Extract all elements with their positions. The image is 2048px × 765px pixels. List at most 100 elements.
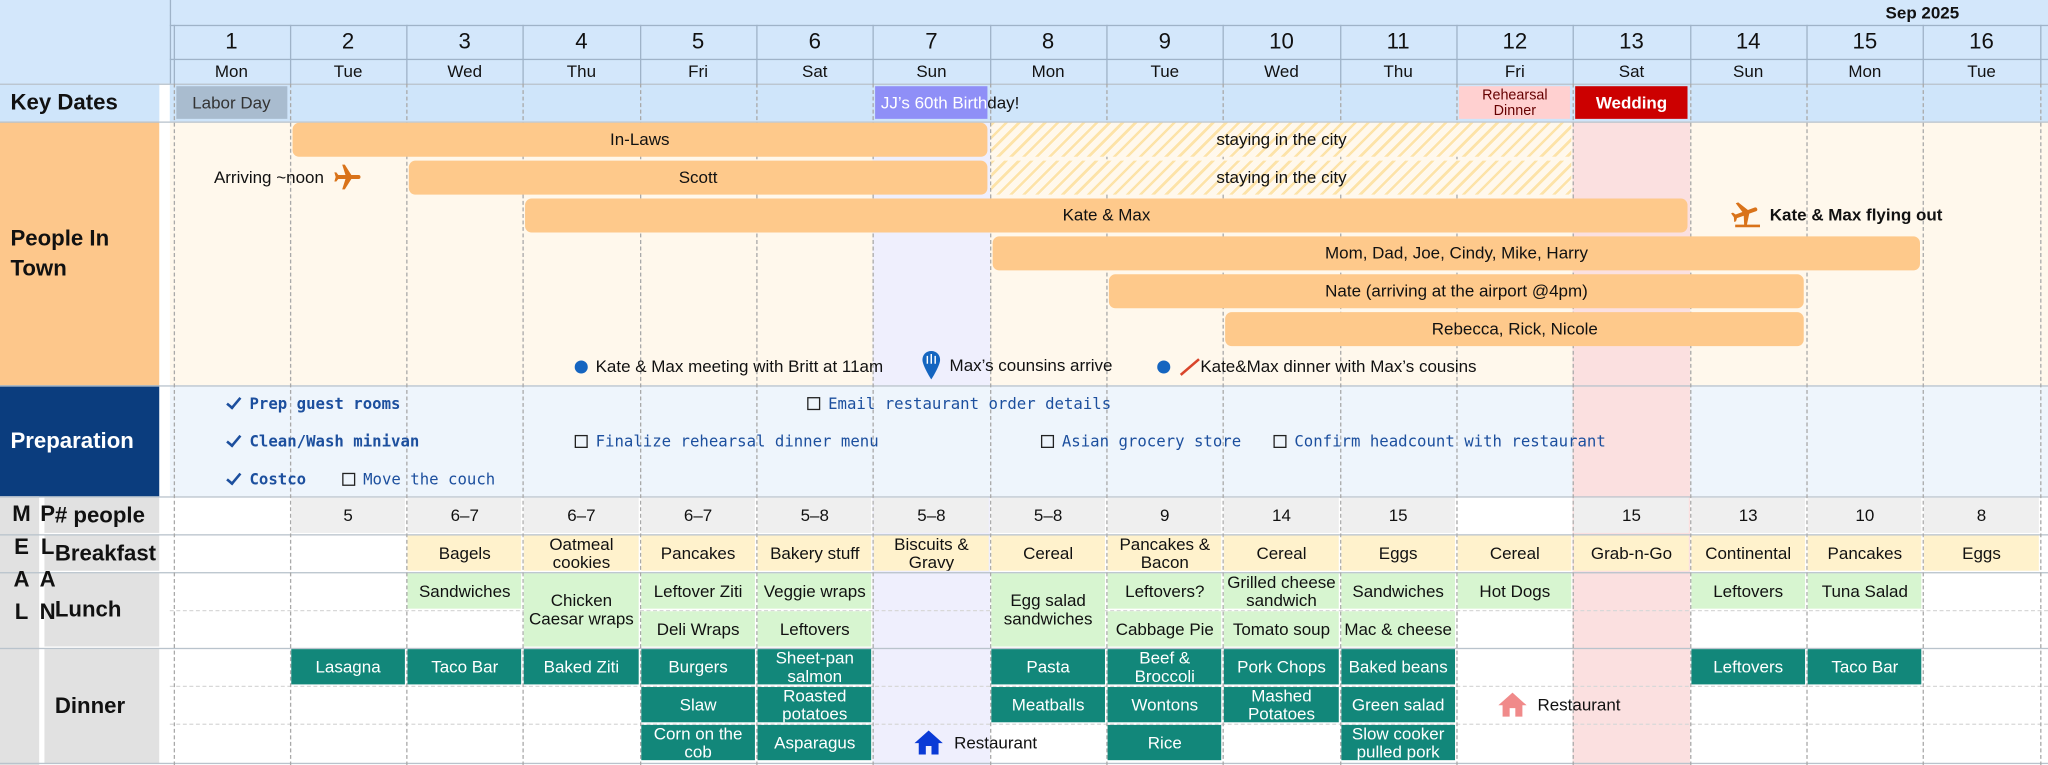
lunch: Leftovers	[1691, 573, 1806, 609]
dinner: Slow cooker pulled pork	[1341, 724, 1456, 761]
breakfast: Pancakes & Bacon	[1107, 535, 1222, 571]
pin-icon	[920, 347, 944, 384]
column-line	[639, 24, 642, 84]
day-number: 10	[1269, 28, 1294, 54]
header-line	[169, 0, 172, 84]
slot-line	[169, 685, 2048, 688]
prep-area-bg	[169, 385, 2048, 497]
people-count: 6–7	[407, 497, 522, 533]
breakfast: Grab-n-Go	[1574, 535, 1689, 571]
checkbox	[342, 472, 356, 486]
departure-icon-shape	[1731, 202, 1758, 227]
event-text: Kate & Max meeting with Britt at 11am	[595, 356, 884, 377]
row-line	[0, 121, 2048, 123]
dinner: Taco Bar	[407, 649, 522, 685]
column-line	[873, 24, 875, 84]
departure-icon-shape	[1735, 224, 1760, 228]
task: Asian grocery store	[1040, 430, 1241, 454]
house-shape	[1498, 691, 1527, 716]
column-line	[1339, 83, 1342, 765]
lunch: Veggie wraps	[757, 573, 872, 609]
day-number: 16	[1969, 28, 1994, 54]
column-line	[2039, 83, 2042, 765]
task: Email restaurant order details	[807, 392, 1111, 416]
weekday: Mon	[214, 60, 248, 81]
dinner: Meatballs	[991, 687, 1106, 723]
header-bg	[0, 0, 2048, 84]
lunch: Deli Wraps	[641, 611, 756, 647]
dinner: Pork Chops	[1224, 649, 1339, 685]
row-line	[0, 762, 2048, 765]
meal-label-bg	[44, 497, 160, 533]
weekday: Mon	[1031, 60, 1065, 81]
column-line	[1223, 83, 1225, 765]
dinner: Burgers	[641, 649, 756, 685]
plane-icon	[330, 162, 364, 193]
day-number: 14	[1735, 28, 1761, 54]
day-number: 13	[1619, 28, 1644, 54]
departure-note: Kate & Max flying out	[1769, 205, 1943, 225]
people-count: 5–8	[991, 497, 1106, 533]
people-count: 9	[1107, 497, 1222, 533]
meal-row-label: Lunch	[54, 596, 122, 622]
breakfast: Eggs	[1341, 535, 1456, 571]
column-line	[2039, 24, 2042, 84]
pencil-icon-svg	[1179, 358, 1200, 376]
day-number: 2	[341, 28, 355, 54]
lunch: Chicken Caesar wraps	[524, 573, 639, 647]
row-line	[0, 572, 2048, 574]
people-count: 14	[1224, 497, 1339, 533]
row-label: Preparation	[10, 427, 134, 453]
lunch: Cabbage Pie	[1107, 611, 1222, 647]
dinner: Baked Ziti	[524, 649, 639, 685]
column-line	[1806, 24, 1808, 84]
task-text: Clean/Wash minivan	[249, 432, 420, 451]
day-number: 1	[225, 28, 238, 54]
task: Prep guest rooms	[226, 392, 400, 416]
checkbox	[574, 434, 588, 448]
column-line	[989, 24, 992, 84]
restaurant: Restaurant	[1496, 687, 1621, 722]
people-count: 8	[1924, 497, 2039, 533]
row-label: Key Dates	[10, 89, 118, 115]
event-dot	[574, 360, 588, 374]
meal-row-label: Breakfast	[54, 540, 157, 565]
weekday: Thu	[1383, 60, 1413, 81]
task: Finalize rehearsal dinner menu	[574, 430, 879, 454]
departure-icon	[1729, 200, 1766, 231]
lunch: Leftovers?	[1107, 573, 1222, 609]
task-text: Prep guest rooms	[249, 394, 401, 413]
checkbox	[1273, 434, 1287, 448]
pencil-icon	[1179, 358, 1200, 376]
weekday: Mon	[1848, 60, 1882, 81]
task: Move the couch	[342, 468, 495, 492]
dinner: Green salad	[1341, 687, 1456, 723]
weekday: Sat	[802, 60, 828, 81]
dinner: Lasagna	[291, 649, 406, 685]
column-line	[639, 83, 642, 765]
column-line	[989, 83, 992, 765]
row-line	[0, 647, 2048, 650]
check-mark	[226, 393, 242, 410]
breakfast: Pancakes	[1807, 535, 1922, 571]
header-line	[169, 58, 2048, 61]
checkbox	[807, 397, 821, 411]
weekday: Sat	[1618, 60, 1645, 81]
house-icon	[915, 729, 944, 754]
breakfast: Biscuits & Gravy	[874, 535, 989, 571]
breakfast: Continental	[1691, 535, 1806, 571]
meal-label-bg	[44, 649, 160, 765]
key-date: JJ’s 60th Birthday!	[875, 86, 988, 119]
people-count: 13	[1691, 497, 1806, 533]
breakfast: Cereal	[991, 535, 1106, 571]
breakfast: Bakery stuff	[757, 535, 872, 571]
breakfast: Pancakes	[641, 535, 756, 571]
dinner: Wontons	[1107, 687, 1222, 723]
dinner: Beef & Broccoli	[1107, 649, 1222, 685]
key-date: Labor Day	[175, 86, 288, 119]
column-line	[406, 24, 408, 84]
column-line	[1106, 83, 1108, 765]
column-line	[756, 24, 758, 84]
column-line	[1339, 24, 1342, 84]
column-line	[1106, 24, 1108, 84]
